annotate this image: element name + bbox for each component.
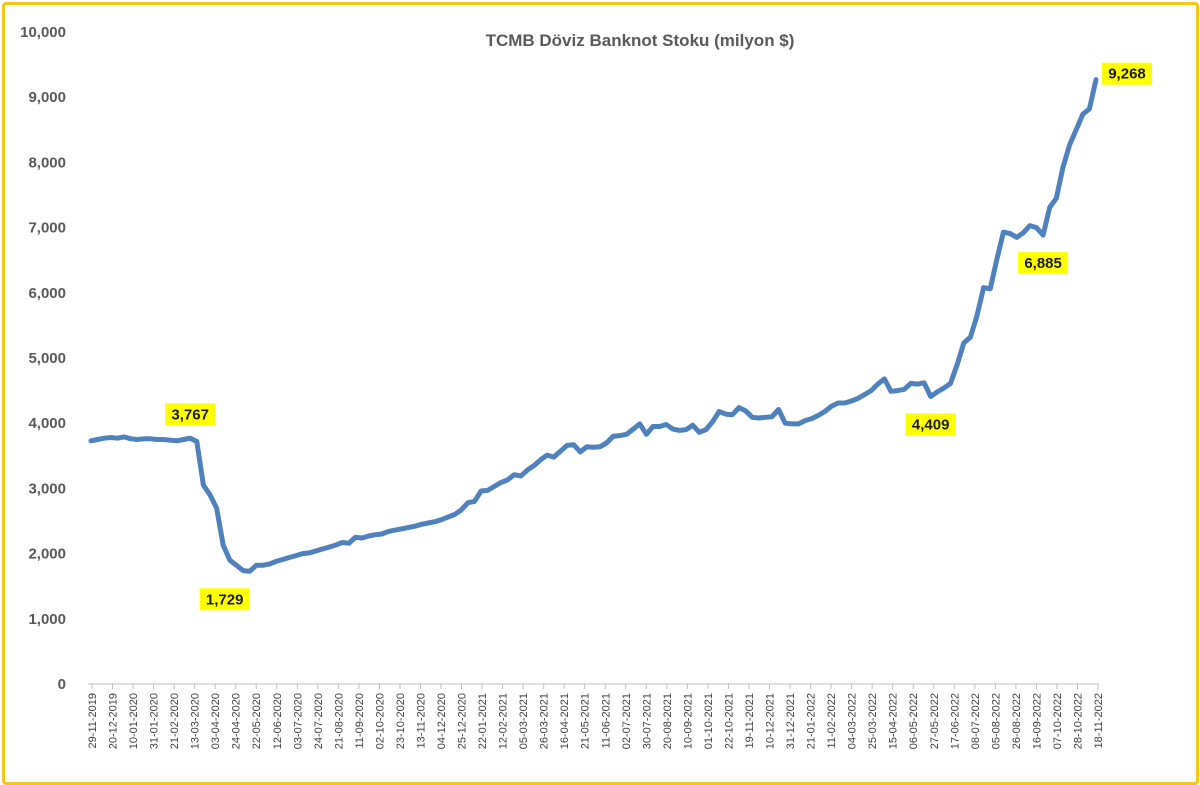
x-tick-label: 05-08-2022	[990, 693, 1002, 749]
annotation-highlight	[1018, 252, 1069, 275]
x-tick-label: 06-05-2022	[908, 693, 920, 749]
x-tick-label: 22-05-2020	[251, 693, 263, 749]
x-tick-label: 24-07-2020	[313, 693, 325, 749]
x-tick-label: 31-01-2020	[149, 693, 161, 749]
x-tick-label: 30-07-2021	[641, 693, 653, 749]
series-line	[88, 77, 1099, 574]
x-tick-label: 16-04-2021	[559, 693, 571, 749]
x-tick-label: 12-06-2020	[272, 693, 284, 749]
y-tick-label: 1,000	[28, 611, 66, 628]
x-tick-label: 11-09-2020	[354, 693, 366, 748]
x-tick-label: 05-03-2021	[518, 693, 530, 749]
x-tick-label: 10-01-2020	[128, 693, 140, 749]
x-tick-label: 11-02-2022	[826, 693, 838, 748]
annotation-label: 6,885	[1024, 255, 1062, 272]
x-tick-label: 29-11-2019	[87, 693, 99, 748]
y-tick-label: 7,000	[28, 220, 66, 237]
annotation-highlight	[905, 413, 956, 436]
x-tick-label: 22-10-2021	[723, 693, 735, 749]
x-tick-label: 08-07-2022	[970, 693, 982, 749]
annotation-label: 9,268	[1108, 66, 1146, 83]
x-axis: 29-11-2019 20-12-2019 10-01-2020 31-01-2020…	[87, 683, 1105, 749]
x-tick-label: 18-11-2022	[1093, 693, 1105, 748]
x-tick-label: 21-01-2022	[806, 693, 818, 749]
y-tick-label: 8,000	[28, 154, 66, 171]
x-tick-label: 15-04-2022	[888, 693, 900, 749]
x-tick-label: 20-08-2021	[662, 693, 674, 749]
x-tick-label: 07-10-2022	[1052, 693, 1064, 749]
x-tick-label: 10-12-2021	[765, 693, 777, 749]
x-tick-label: 12-02-2021	[498, 693, 510, 749]
x-tick-label: 27-05-2022	[929, 693, 941, 749]
annotation-label: 4,409	[912, 417, 950, 434]
x-tick-label: 03-04-2020	[210, 693, 222, 749]
y-tick-label: 5,000	[28, 350, 66, 367]
y-tick-label: 10,000	[20, 24, 66, 41]
x-tick-label: 26-08-2022	[1011, 693, 1023, 749]
y-tick-label: 2,000	[28, 546, 66, 563]
x-tick-label: 17-06-2022	[949, 693, 961, 749]
annotation-label: 1,729	[206, 591, 244, 608]
chart-title: TCMB Döviz Banknot Stoku (milyon $)	[486, 31, 795, 50]
x-tick-label: 23-10-2020	[395, 693, 407, 749]
x-tick-label: 21-02-2020	[169, 693, 181, 749]
x-tick-label: 04-03-2022	[847, 693, 859, 749]
x-tick-label: 20-12-2019	[108, 693, 120, 749]
x-tick-label: 13-11-2020	[415, 693, 427, 748]
x-tick-label: 28-10-2022	[1072, 693, 1084, 749]
x-tick-label: 13-03-2020	[190, 693, 202, 749]
x-tick-label: 26-03-2021	[539, 693, 551, 749]
x-tick-label: 25-03-2022	[867, 693, 879, 749]
y-tick-label: 6,000	[28, 285, 66, 302]
x-tick-label: 22-01-2021	[477, 693, 489, 749]
annotation-highlight	[165, 403, 216, 426]
x-tick-label: 04-12-2020	[436, 693, 448, 749]
x-tick-label: 03-07-2020	[292, 693, 304, 749]
x-tick-label: 21-05-2021	[580, 693, 592, 749]
x-tick-label: 01-10-2021	[703, 693, 715, 749]
x-tick-label: 16-09-2022	[1031, 693, 1043, 749]
y-tick-label: 4,000	[28, 415, 66, 432]
x-tick-label: 10-09-2021	[682, 693, 694, 749]
x-tick-label: 31-12-2021	[785, 693, 797, 749]
y-tick-label: 9,000	[28, 89, 66, 106]
annotation-label: 3,767	[171, 406, 209, 423]
x-tick-label: 25-12-2020	[457, 693, 469, 749]
x-tick-label: 21-08-2020	[333, 693, 345, 749]
annotation-highlight	[1102, 62, 1152, 85]
annotation-layer: 3,767 1,729 4,409 6,885 9,268	[165, 62, 1152, 611]
x-tick-label: 24-04-2020	[231, 693, 243, 749]
y-axis: 0 1,000 2,000 3,000 4,000 5,000 6,000 7,000 8,00…	[20, 24, 66, 693]
x-tick-label: 02-10-2020	[374, 693, 386, 749]
y-tick-label: 3,000	[28, 480, 66, 497]
annotation-highlight	[199, 588, 250, 611]
x-tick-label: 19-11-2021	[744, 693, 756, 748]
series-layer	[88, 77, 1099, 574]
x-tick-label: 11-06-2021	[600, 693, 612, 748]
x-tick-label: 02-07-2021	[621, 693, 633, 749]
y-tick-label: 0	[58, 676, 66, 693]
